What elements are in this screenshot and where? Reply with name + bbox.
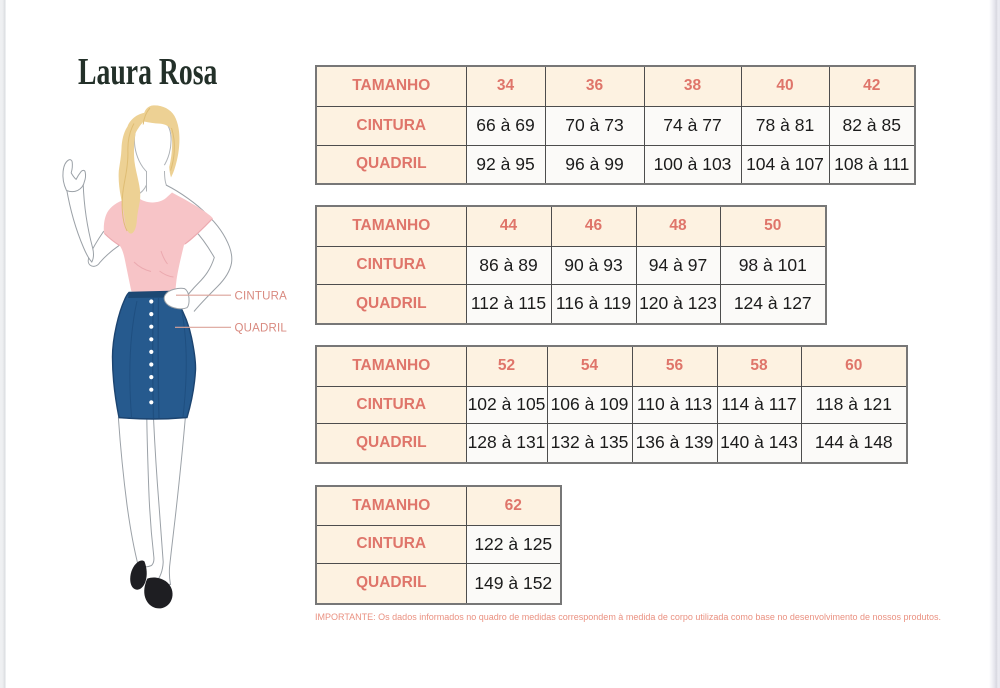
svg-text:QUADRIL: QUADRIL bbox=[235, 323, 288, 335]
svg-text:CINTURA: CINTURA bbox=[235, 291, 288, 303]
